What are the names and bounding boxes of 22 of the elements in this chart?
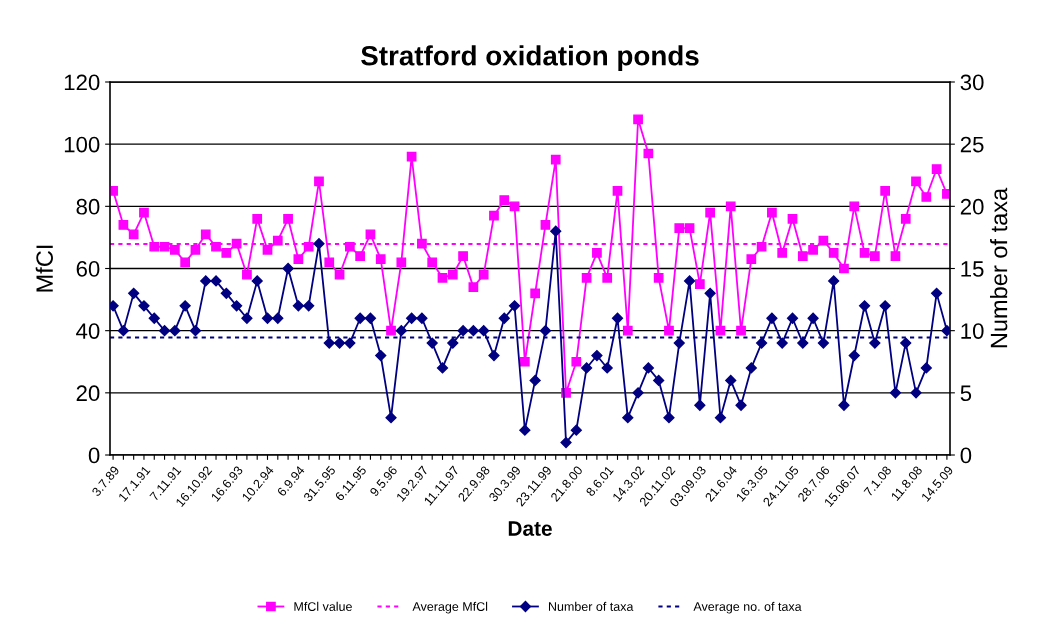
y-tick-label: 120 [64,74,100,91]
legend-label: MfCl value [294,601,352,611]
y2-tick-label: 10 [961,323,984,339]
y2-tick-label: 25 [960,136,984,153]
y-tick-label: 40 [76,323,100,339]
x-axis-title: Date [508,521,552,536]
y-tick-label: 100 [64,136,100,153]
y2-tick-label: 20 [960,198,984,215]
y2-axis-title: Number of taxa [989,187,1008,348]
y-tick-label: 20 [76,385,100,402]
y2-tick-label: 30 [960,74,984,91]
y-tick-label: 0 [88,447,100,464]
legend-label: Average no. of taxa [693,601,802,614]
y2-tick-label: 5 [960,385,972,402]
y-tick-label: 60 [76,261,100,277]
y2-tick-label: 15 [961,261,984,277]
chart-title: Stratford oxidation ponds [361,45,699,72]
legend-label: Average MfCl [412,601,488,614]
y2-tick-label: 0 [960,447,972,464]
legend-label: Number of taxa [548,601,634,611]
y-tick-label: 80 [76,198,100,215]
y-axis-title: MfCI [35,245,53,292]
